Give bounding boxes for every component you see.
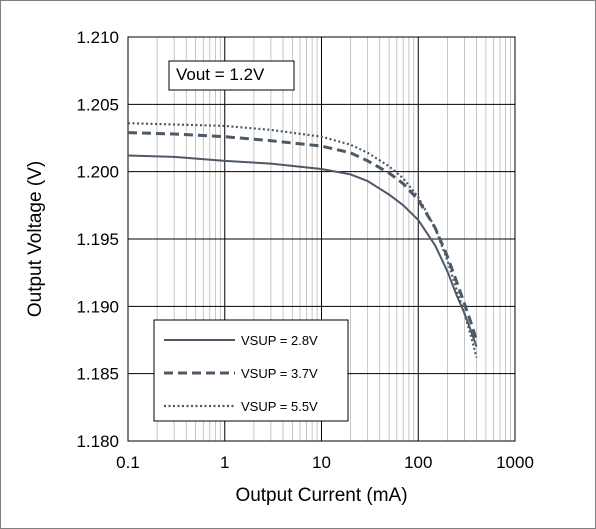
series-line-2 [127, 131, 478, 341]
y-tick-label: 1.195 [76, 230, 119, 249]
series-line-1 [127, 154, 478, 348]
x-axis-title: Output Current (mA) [235, 485, 407, 506]
x-tick-label: 1 [220, 453, 229, 472]
y-tick-label: 1.205 [76, 95, 119, 114]
y-tick-label: 1.200 [76, 163, 119, 182]
legend-label-2: VSUP = 3.7V [241, 366, 318, 381]
y-tick-label: 1.190 [76, 297, 119, 316]
legend: VSUP = 2.8V VSUP = 3.7V VSUP = 5.5V [153, 319, 349, 422]
y-tick-label: 1.185 [76, 365, 119, 384]
legend-label-3: VSUP = 5.5V [241, 399, 318, 414]
plot-area [127, 36, 516, 442]
annotation-text: Vout = 1.2V [176, 65, 265, 84]
tick-labels: 0.1 1 10 100 1000 1.180 1.185 1.190 1.195 1.200 1.… [76, 28, 533, 472]
legend-label-1: VSUP = 2.8V [241, 333, 318, 348]
y-axis-title: Output Voltage (V) [25, 161, 46, 317]
annotation-box: Vout = 1.2V [168, 60, 295, 91]
series-layer [127, 122, 478, 358]
y-tick-label: 1.210 [76, 28, 119, 47]
x-tick-label: 0.1 [116, 453, 140, 472]
y-tick-label: 1.180 [76, 432, 119, 451]
x-tick-label: 100 [404, 453, 432, 472]
x-tick-label: 1000 [496, 453, 534, 472]
series-line-3 [127, 122, 478, 358]
x-tick-label: 10 [312, 453, 331, 472]
